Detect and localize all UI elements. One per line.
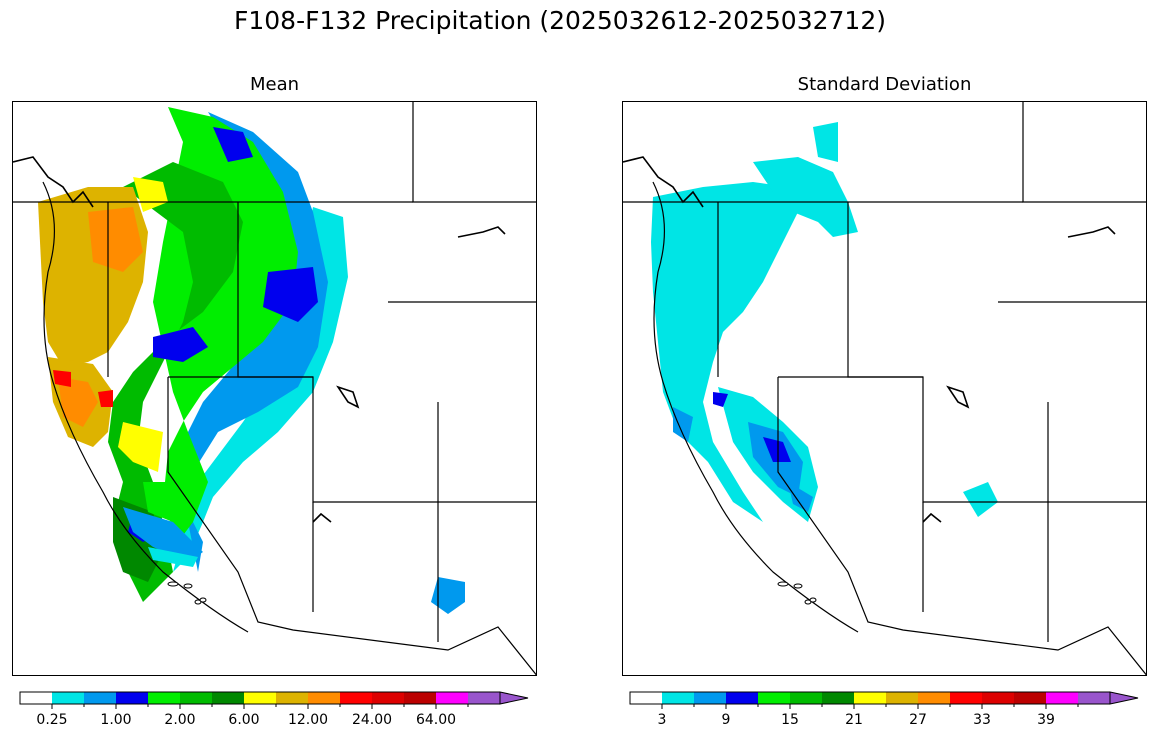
sd-colorbar-tick-label: 33	[973, 712, 991, 728]
sd-colorbar-swatch	[1046, 692, 1078, 704]
sd-colorbar-swatch	[726, 692, 758, 704]
mean-colorbar-swatch	[52, 692, 84, 704]
sd-colorbar-swatch	[950, 692, 982, 704]
sd-colorbar-swatch	[1078, 692, 1110, 704]
sd-colorbar-swatch	[886, 692, 918, 704]
mean-islands	[167, 581, 207, 605]
mean-colorbar-outline	[19, 691, 500, 705]
sd-colorbar-extend-arrow	[1109, 691, 1139, 705]
mean-colorbar-tick-label: 0.25	[36, 712, 68, 728]
mean-colorbar-swatch	[436, 692, 468, 704]
mean-colorbar-tick-label: 64.00	[415, 712, 457, 728]
sd-colorbar-swatch	[630, 692, 662, 704]
sd-colorbar-swatch	[822, 692, 854, 704]
mean-colorbar-swatch	[212, 692, 244, 704]
sd-panel-title: Standard Deviation	[797, 74, 972, 95]
sd-colorbar-svg	[629, 691, 1139, 709]
sd-colorbar-tick-label: 3	[657, 712, 667, 728]
mean-colorbar-swatch	[84, 692, 116, 704]
mean-map	[12, 101, 537, 676]
mean-colorbar-swatch	[276, 692, 308, 704]
mean-colorbar-swatch	[116, 692, 148, 704]
mean-colorbar	[19, 689, 530, 709]
sd-islands	[777, 581, 817, 605]
sd-colorbar-swatch	[918, 692, 950, 704]
sd-precip-fills	[651, 122, 998, 522]
sd-colorbar-tick-label: 15	[781, 712, 799, 728]
mean-colorbar-swatch	[468, 692, 500, 704]
sd-colorbar-swatch	[982, 692, 1014, 704]
mean-colorbar-swatch	[180, 692, 212, 704]
sd-colorbar-tick-label: 9	[721, 712, 731, 728]
mean-colorbar-tick-label: 2.00	[164, 712, 196, 728]
figure-title: F108-F132 Precipitation (2025032612-2025…	[233, 6, 886, 35]
mean-colorbar-swatch	[20, 692, 52, 704]
mean-colorbar-extend-arrow	[499, 691, 529, 705]
mean-colorbar-swatch	[340, 692, 372, 704]
mean-colorbar-swatch	[148, 692, 180, 704]
mean-colorbar-swatch	[372, 692, 404, 704]
mean-colorbar-swatch	[404, 692, 436, 704]
sd-coastline	[623, 156, 1116, 523]
mean-boundaries	[13, 102, 536, 675]
sd-colorbar-outline	[629, 691, 1110, 705]
sd-colorbar-swatch	[662, 692, 694, 704]
mean-coastline	[13, 156, 506, 523]
sd-boundaries	[623, 102, 1146, 675]
sd-colorbar-swatch	[758, 692, 790, 704]
mean-colorbar-tick-label: 12.00	[287, 712, 329, 728]
sd-colorbar-swatch	[694, 692, 726, 704]
sd-map-svg	[623, 102, 1146, 675]
mean-colorbar-tick-label: 6.00	[228, 712, 260, 728]
mean-colorbar-swatch	[244, 692, 276, 704]
mean-colorbar-tick-label: 1.00	[100, 712, 132, 728]
sd-colorbar-tick-label: 27	[909, 712, 927, 728]
sd-colorbar-tick-label: 21	[845, 712, 863, 728]
sd-map	[622, 101, 1147, 676]
mean-map-svg	[13, 102, 536, 675]
sd-colorbar-swatch	[854, 692, 886, 704]
mean-colorbar-swatch	[308, 692, 340, 704]
sd-colorbar-tick-label: 39	[1037, 712, 1055, 728]
sd-colorbar-swatch	[1014, 692, 1046, 704]
mean-precip-fills	[38, 107, 465, 614]
sd-colorbar	[629, 689, 1140, 709]
mean-colorbar-svg	[19, 691, 529, 709]
mean-colorbar-tick-label: 24.00	[351, 712, 393, 728]
sd-colorbar-swatch	[790, 692, 822, 704]
mean-panel-title: Mean	[249, 74, 300, 95]
